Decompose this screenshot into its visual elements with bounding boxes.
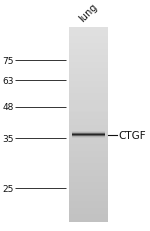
Text: 48: 48	[2, 103, 14, 112]
Text: CTGF: CTGF	[118, 130, 146, 140]
Text: 63: 63	[2, 76, 14, 85]
Text: 75: 75	[2, 57, 14, 66]
Text: 25: 25	[2, 184, 14, 193]
Text: lung: lung	[77, 2, 99, 24]
Text: 35: 35	[2, 134, 14, 143]
